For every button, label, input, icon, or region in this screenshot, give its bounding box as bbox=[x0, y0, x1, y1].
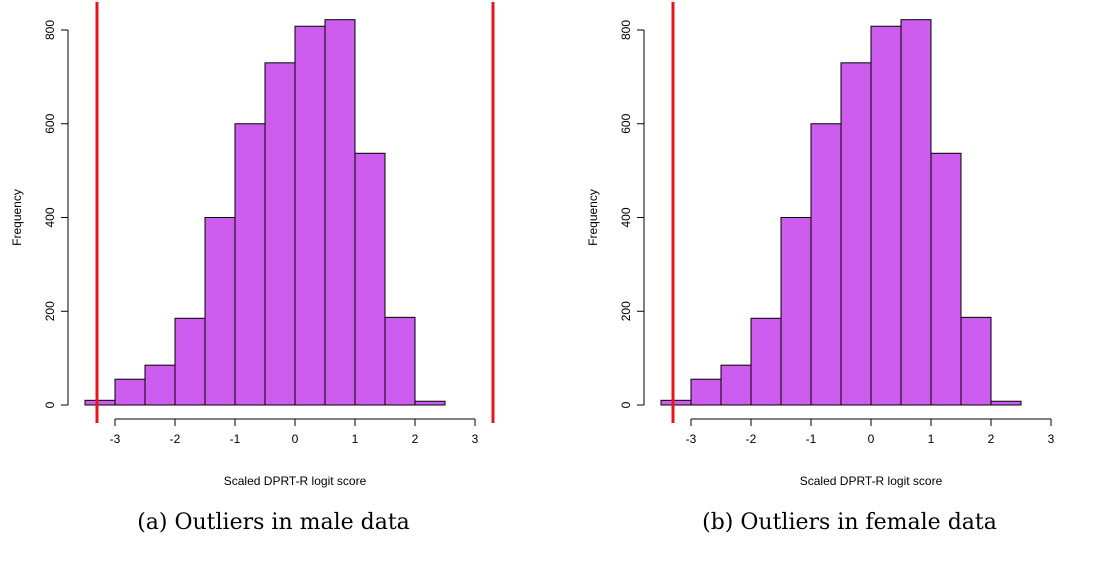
figure-caption: (b) Outliers in female data bbox=[702, 510, 997, 535]
x-tick-label: -2 bbox=[746, 432, 757, 446]
y-tick-label: 600 bbox=[43, 113, 57, 133]
histogram-bar bbox=[114, 378, 146, 406]
histogram-bar bbox=[204, 217, 236, 406]
histogram-bar bbox=[384, 316, 416, 406]
histogram-bar bbox=[354, 152, 386, 406]
histogram-panel-female: -3 -2 -1 0 1 2 3 Scaled DPRT-R logit score 0 200 4… bbox=[576, 0, 1094, 571]
histogram-chart: -3 -2 -1 0 1 2 3 Scaled DPRT-R logit score 0 200 4… bbox=[586, 2, 1055, 488]
histogram-bar bbox=[660, 399, 692, 406]
y-tick-label: 800 bbox=[43, 20, 57, 40]
x-tick-label: 3 bbox=[472, 432, 479, 446]
histogram-bar bbox=[234, 123, 266, 406]
histogram-bar bbox=[900, 19, 932, 406]
histogram-bar bbox=[750, 317, 782, 406]
histogram-bar bbox=[780, 217, 812, 406]
x-tick-label: -3 bbox=[686, 432, 697, 446]
histogram-bar bbox=[144, 364, 176, 406]
x-tick-label: -3 bbox=[110, 432, 121, 446]
histogram-bar bbox=[960, 316, 992, 406]
x-tick-label: 1 bbox=[352, 432, 359, 446]
histogram-bar bbox=[414, 400, 446, 406]
histogram-bar bbox=[264, 62, 296, 406]
y-axis-label: Frequency bbox=[10, 189, 24, 246]
x-tick-label: 2 bbox=[988, 432, 995, 446]
figure-caption: (a) Outliers in male data bbox=[137, 510, 410, 535]
y-tick-label: 400 bbox=[43, 207, 57, 227]
x-tick-label: 2 bbox=[412, 432, 419, 446]
histogram-bar bbox=[930, 152, 962, 406]
y-tick-label: 200 bbox=[619, 301, 633, 321]
histogram-bar bbox=[294, 25, 326, 406]
histogram-bar bbox=[84, 399, 116, 406]
x-axis-label: Scaled DPRT-R logit score bbox=[800, 474, 943, 488]
histogram-bar bbox=[720, 364, 752, 406]
y-tick-label: 0 bbox=[43, 401, 57, 408]
y-tick-label: 400 bbox=[619, 207, 633, 227]
y-tick-label: 800 bbox=[619, 20, 633, 40]
histogram-bar bbox=[840, 62, 872, 406]
x-tick-label: -1 bbox=[806, 432, 817, 446]
x-axis-label: Scaled DPRT-R logit score bbox=[224, 474, 367, 488]
histogram-bar bbox=[324, 19, 356, 406]
histogram-bar bbox=[690, 378, 722, 406]
x-tick-label: -2 bbox=[170, 432, 181, 446]
x-tick-label: -1 bbox=[230, 432, 241, 446]
y-axis-label: Frequency bbox=[586, 189, 600, 246]
y-tick-label: 0 bbox=[619, 401, 633, 408]
y-tick-label: 600 bbox=[619, 113, 633, 133]
x-tick-label: 3 bbox=[1048, 432, 1055, 446]
histogram-bar bbox=[174, 317, 206, 406]
histogram-bar bbox=[870, 25, 902, 406]
histogram-bar bbox=[990, 400, 1022, 406]
x-tick-label: 1 bbox=[928, 432, 935, 446]
histogram-panel-male: -3 -2 -1 0 1 2 3 Scaled DPRT-R logit score 0 200 4… bbox=[10, 2, 495, 535]
x-tick-label: 0 bbox=[292, 432, 299, 446]
histogram-chart: -3 -2 -1 0 1 2 3 Scaled DPRT-R logit score 0 200 4… bbox=[10, 2, 495, 488]
y-tick-label: 200 bbox=[43, 301, 57, 321]
histogram-bar bbox=[810, 123, 842, 406]
x-tick-label: 0 bbox=[868, 432, 875, 446]
